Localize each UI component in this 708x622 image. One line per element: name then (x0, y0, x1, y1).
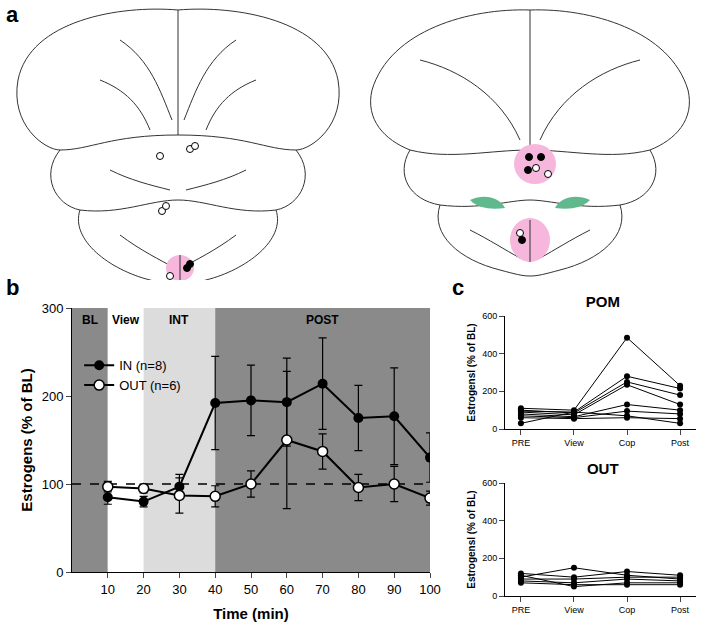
svg-text:View: View (564, 605, 584, 615)
svg-text:50: 50 (244, 582, 258, 597)
html-text:a: a (6, 2, 19, 27)
svg-text:40: 40 (208, 582, 222, 597)
svg-text:400: 400 (482, 349, 497, 359)
svg-text:PRE: PRE (512, 605, 531, 615)
svg-text:View: View (112, 313, 140, 327)
svg-text:OUT: OUT (587, 460, 619, 477)
svg-text:600: 600 (482, 311, 497, 321)
html-text:b: b (6, 275, 20, 300)
svg-text:0: 0 (56, 565, 63, 580)
svg-text:IN (n=8): IN (n=8) (119, 358, 166, 373)
svg-text:200: 200 (482, 386, 497, 396)
svg-text:BL: BL (82, 313, 98, 327)
svg-text:Post: Post (671, 605, 690, 615)
svg-text:100: 100 (419, 582, 441, 597)
svg-text:View: View (564, 438, 584, 448)
svg-text:Post: Post (671, 438, 690, 448)
svg-text:200: 200 (42, 389, 64, 404)
svg-text:INT: INT (169, 313, 189, 327)
svg-text:90: 90 (387, 582, 401, 597)
svg-text:OUT (n=6): OUT (n=6) (119, 378, 181, 393)
svg-text:Estrogensl (% of BL): Estrogensl (% of BL) (466, 490, 477, 588)
svg-text:300: 300 (42, 301, 64, 316)
svg-text:PRE: PRE (512, 438, 531, 448)
svg-text:70: 70 (315, 582, 329, 597)
svg-text:Time (min): Time (min) (213, 605, 289, 622)
svg-text:Estrogens (% of BL): Estrogens (% of BL) (18, 368, 35, 511)
svg-text:80: 80 (351, 582, 365, 597)
svg-text:400: 400 (482, 516, 497, 526)
svg-text:Cop: Cop (619, 438, 636, 448)
svg-text:Cop: Cop (619, 605, 636, 615)
html-text:c: c (452, 275, 465, 300)
svg-text:POM: POM (586, 293, 620, 310)
svg-text:30: 30 (172, 582, 186, 597)
svg-text:60: 60 (280, 582, 294, 597)
svg-text:200: 200 (482, 553, 497, 563)
svg-text:600: 600 (482, 478, 497, 488)
svg-text:0: 0 (492, 424, 497, 434)
svg-text:10: 10 (101, 582, 115, 597)
svg-text:Estrogensl (% of BL): Estrogensl (% of BL) (466, 323, 477, 421)
svg-text:POST: POST (306, 313, 339, 327)
svg-text:100: 100 (42, 477, 64, 492)
svg-text:0: 0 (492, 591, 497, 601)
svg-text:20: 20 (136, 582, 150, 597)
